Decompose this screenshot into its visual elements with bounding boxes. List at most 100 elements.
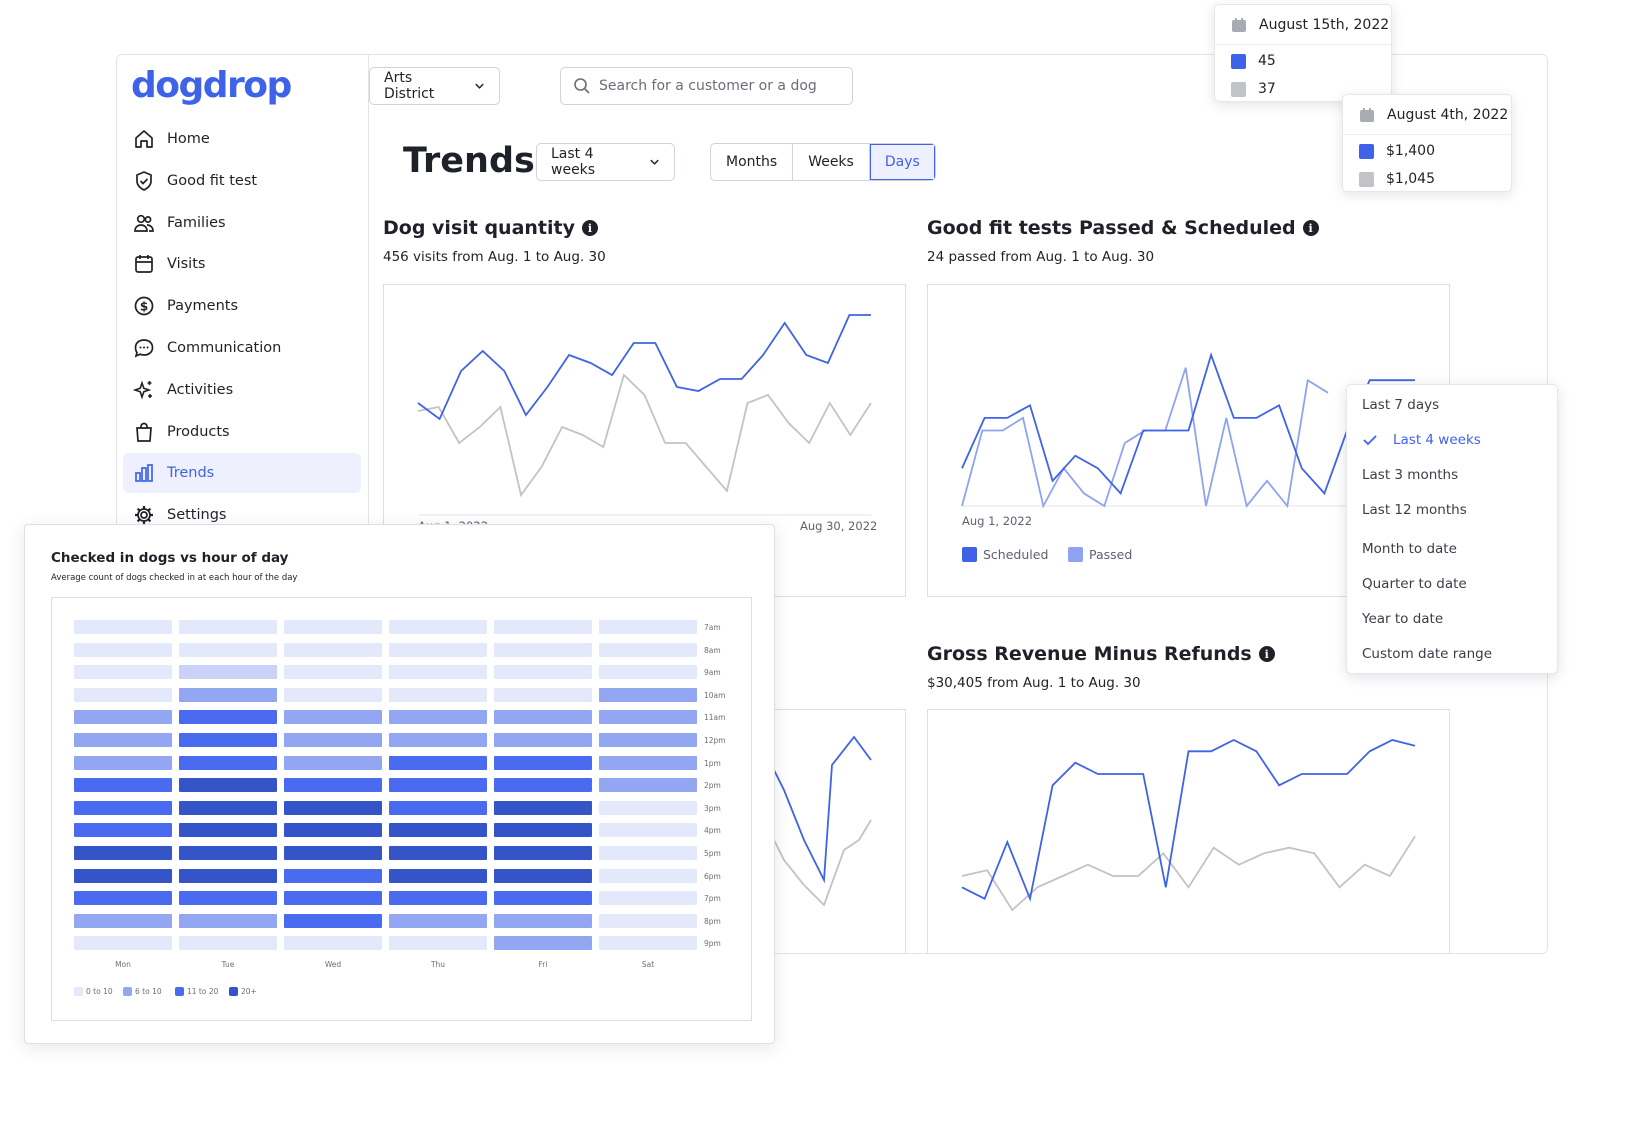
heatmap-cell[interactable] (284, 800, 382, 815)
heatmap-cell[interactable] (74, 733, 172, 747)
granularity-months[interactable]: Months (711, 144, 794, 180)
heatmap-cell[interactable] (389, 642, 487, 657)
heatmap-cell[interactable] (599, 665, 697, 680)
heatmap-cell[interactable] (74, 778, 172, 793)
heatmap-cell[interactable] (494, 642, 592, 657)
heatmap-cell[interactable] (284, 733, 382, 747)
heatmap-cell[interactable] (494, 868, 592, 883)
granularity-days[interactable]: Days (869, 144, 935, 180)
heatmap-cell[interactable] (494, 710, 592, 725)
heatmap-cell[interactable] (74, 868, 172, 883)
heatmap-cell[interactable] (284, 687, 382, 702)
menu-item-quarter-to-date[interactable]: Quarter to date (1362, 576, 1467, 592)
heatmap-cell[interactable] (389, 891, 487, 906)
heatmap-cell[interactable] (599, 936, 697, 951)
heatmap-cell[interactable] (74, 936, 172, 951)
heatmap-cell[interactable] (74, 823, 172, 838)
heatmap-cell[interactable] (284, 778, 382, 793)
heatmap-cell[interactable] (494, 733, 592, 747)
heatmap-cell[interactable] (599, 778, 697, 793)
heatmap-cell[interactable] (599, 710, 697, 725)
heatmap-cell[interactable] (599, 823, 697, 838)
heatmap-cell[interactable] (494, 778, 592, 793)
heatmap-cell[interactable] (599, 846, 697, 860)
heatmap-cell[interactable] (494, 665, 592, 680)
sidebar-item-trends[interactable]: Trends (123, 453, 361, 494)
granularity-weeks[interactable]: Weeks (793, 144, 870, 180)
sidebar-item-home[interactable]: Home (123, 119, 361, 159)
heatmap-cell[interactable] (389, 800, 487, 815)
info-icon[interactable]: i (582, 220, 598, 236)
heatmap-cell[interactable] (74, 891, 172, 906)
heatmap-cell[interactable] (179, 936, 277, 951)
heatmap-cell[interactable] (74, 687, 172, 702)
heatmap-cell[interactable] (599, 800, 697, 815)
range-select[interactable]: Last 4 weeks (536, 143, 675, 181)
heatmap-cell[interactable] (74, 846, 172, 860)
heatmap-cell[interactable] (74, 800, 172, 815)
heatmap-cell[interactable] (494, 823, 592, 838)
heatmap-cell[interactable] (389, 620, 487, 634)
heatmap-cell[interactable] (389, 687, 487, 702)
heatmap-cell[interactable] (284, 868, 382, 883)
menu-item-last-7-days[interactable]: Last 7 days (1362, 397, 1440, 413)
heatmap-cell[interactable] (389, 733, 487, 747)
heatmap-cell[interactable] (179, 665, 277, 680)
heatmap-cell[interactable] (284, 642, 382, 657)
heatmap-cell[interactable] (179, 868, 277, 883)
heatmap-cell[interactable] (494, 620, 592, 634)
heatmap-cell[interactable] (74, 665, 172, 680)
heatmap-cell[interactable] (599, 755, 697, 770)
heatmap-cell[interactable] (389, 755, 487, 770)
heatmap-cell[interactable] (284, 936, 382, 951)
heatmap-cell[interactable] (494, 755, 592, 770)
heatmap-cell[interactable] (284, 891, 382, 906)
location-select[interactable]: Arts District (369, 67, 500, 105)
heatmap-cell[interactable] (74, 642, 172, 657)
heatmap-cell[interactable] (389, 913, 487, 928)
heatmap-cell[interactable] (179, 891, 277, 906)
heatmap-cell[interactable] (179, 620, 277, 634)
heatmap-cell[interactable] (494, 800, 592, 815)
heatmap-cell[interactable] (389, 823, 487, 838)
heatmap-cell[interactable] (599, 642, 697, 657)
sidebar-item-activities[interactable]: Activities (123, 370, 361, 410)
heatmap-cell[interactable] (494, 913, 592, 928)
sidebar-item-good-fit-test[interactable]: Good fit test (123, 161, 361, 201)
menu-item-last-12-months[interactable]: Last 12 months (1362, 502, 1467, 518)
menu-item-last-3-months[interactable]: Last 3 months (1362, 467, 1459, 483)
heatmap-cell[interactable] (179, 846, 277, 860)
heatmap-cell[interactable] (599, 620, 697, 634)
heatmap-cell[interactable] (74, 710, 172, 725)
heatmap-cell[interactable] (179, 733, 277, 747)
heatmap-cell[interactable] (494, 846, 592, 860)
heatmap-cell[interactable] (284, 620, 382, 634)
menu-item-custom-date-range[interactable]: Custom date range (1362, 646, 1492, 662)
heatmap-cell[interactable] (389, 936, 487, 951)
menu-item-month-to-date[interactable]: Month to date (1362, 541, 1457, 557)
heatmap-cell[interactable] (389, 846, 487, 860)
heatmap-cell[interactable] (389, 868, 487, 883)
heatmap-cell[interactable] (494, 936, 592, 951)
heatmap-cell[interactable] (389, 665, 487, 680)
sidebar-item-visits[interactable]: Visits (123, 244, 361, 284)
heatmap-cell[interactable] (179, 800, 277, 815)
heatmap-cell[interactable] (179, 823, 277, 838)
search-input[interactable] (599, 78, 839, 94)
heatmap-cell[interactable] (599, 891, 697, 906)
heatmap-cell[interactable] (284, 710, 382, 725)
heatmap-cell[interactable] (494, 687, 592, 702)
heatmap-cell[interactable] (74, 913, 172, 928)
info-icon[interactable]: i (1302, 220, 1319, 236)
heatmap-cell[interactable] (284, 846, 382, 860)
sidebar-item-settings[interactable]: Settings (123, 495, 361, 535)
sidebar-item-payments[interactable]: $ Payments (123, 286, 361, 326)
sidebar-item-families[interactable]: Families (123, 203, 361, 243)
heatmap-cell[interactable] (389, 710, 487, 725)
heatmap-cell[interactable] (389, 778, 487, 793)
heatmap-cell[interactable] (284, 823, 382, 838)
heatmap-cell[interactable] (599, 733, 697, 747)
heatmap-cell[interactable] (179, 755, 277, 770)
heatmap-cell[interactable] (284, 665, 382, 680)
heatmap-cell[interactable] (494, 891, 592, 906)
